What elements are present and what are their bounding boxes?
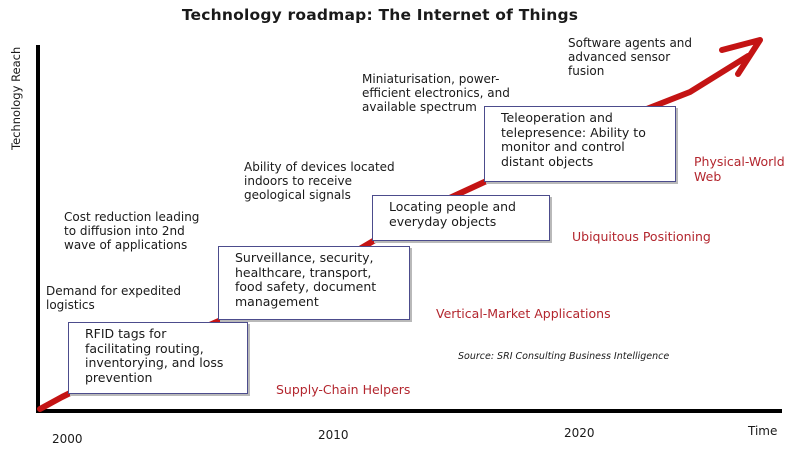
note-cost: Cost reduction leading to diffusion into… [64, 210, 200, 252]
source-credit: Source: SRI Consulting Business Intellig… [458, 351, 670, 362]
stage-supply-chain: Supply-Chain Helpers [276, 382, 411, 397]
roadmap-arrow-head [719, 37, 763, 77]
note-indoors: Ability of devices located indoors to re… [244, 160, 395, 202]
x-axis-label: Time [748, 424, 778, 438]
stage-ubiquitous: Ubiquitous Positioning [572, 229, 711, 244]
note-agents: Software agents and advanced sensor fusi… [568, 36, 693, 78]
tick-2010: 2010 [318, 428, 349, 442]
note-miniaturisation: Miniaturisation, power- efficient electr… [362, 72, 510, 114]
note-demand: Demand for expedited logistics [46, 284, 181, 312]
stage-physical-world: Physical-World Web [694, 154, 785, 184]
box-surveillance: Surveillance, security, healthcare, tran… [218, 246, 410, 320]
y-axis-label: Technology Reach [9, 46, 23, 150]
box-rfid: RFID tags for facilitating routing, inve… [68, 322, 248, 394]
stage-vertical-market: Vertical-Market Applications [436, 306, 611, 321]
box-locating: Locating people and everyday objects [372, 195, 550, 241]
tick-2000: 2000 [52, 432, 83, 446]
diagram-title: Technology roadmap: The Internet of Thin… [181, 6, 579, 24]
box-teleoperation: Teleoperation and telepresence: Ability … [484, 106, 676, 182]
tick-2020: 2020 [564, 426, 595, 440]
